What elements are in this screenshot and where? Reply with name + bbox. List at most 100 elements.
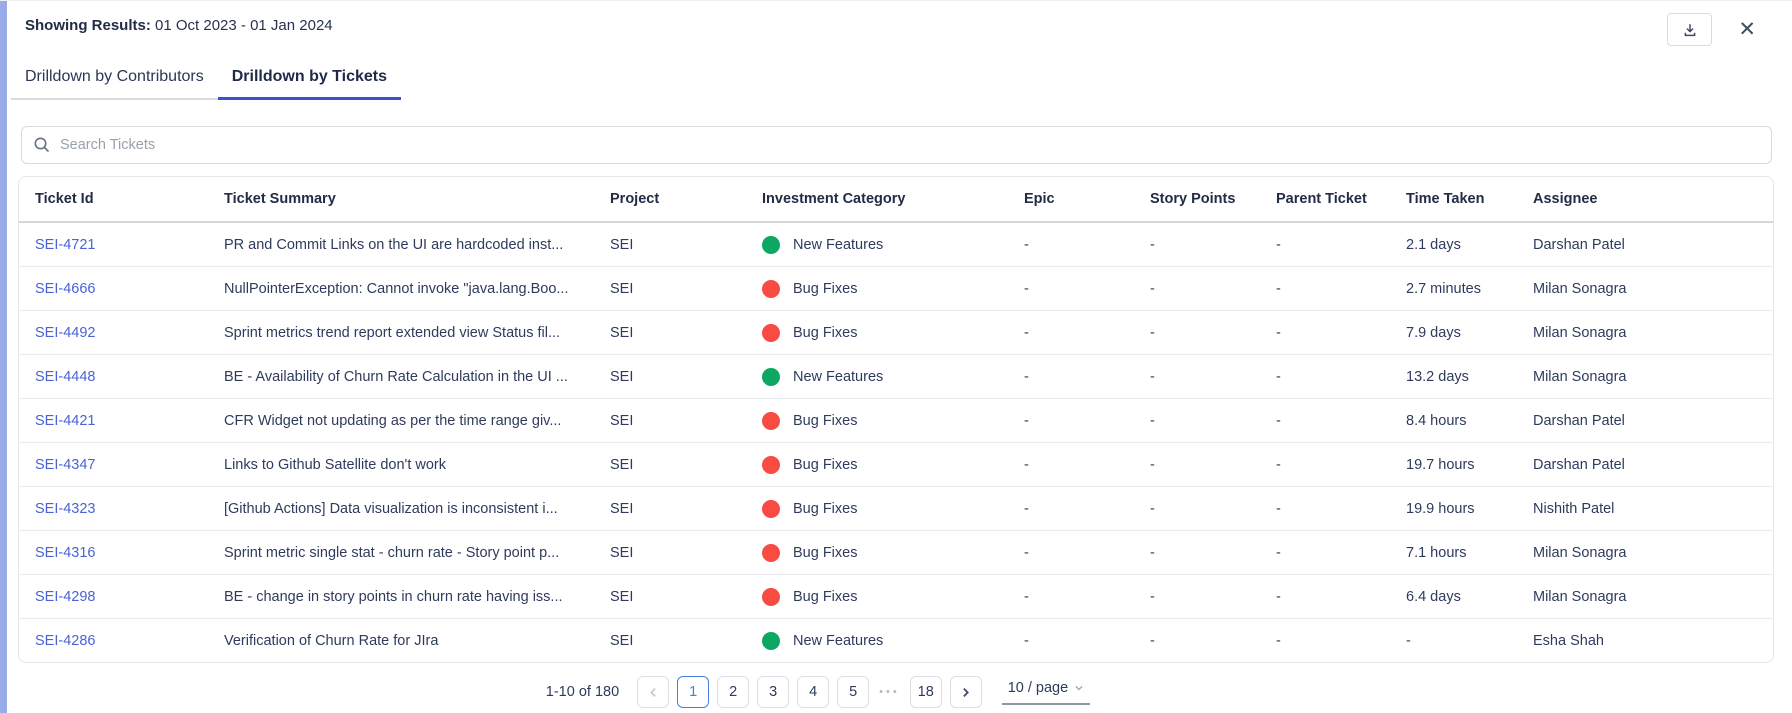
- ticket-id-link[interactable]: SEI-4286: [35, 632, 96, 649]
- ticket-summary-cell: PR and Commit Links on the UI are hardco…: [224, 222, 610, 267]
- table-row: SEI-4492 Sprint metrics trend report ext…: [19, 310, 1773, 355]
- time-taken-cell: 6.4 days: [1406, 574, 1533, 619]
- category-dot-icon: [762, 631, 780, 650]
- time-taken-cell: 2.1 days: [1406, 222, 1533, 267]
- tab-drilldown-by-contributors[interactable]: Drilldown by Contributors: [11, 68, 218, 100]
- showing-results-label: Showing Results:: [25, 17, 151, 34]
- epic-cell: -: [1024, 574, 1150, 619]
- page-size-select[interactable]: 10 / page: [1001, 679, 1091, 705]
- pagination: 1-10 of 180 1 2 3 4 5 ••• 18 10 / page: [0, 676, 1714, 708]
- table-row: SEI-4666 NullPointerException: Cannot in…: [19, 266, 1773, 311]
- ticket-summary-cell: CFR Widget not updating as per the time …: [224, 398, 610, 443]
- pagination-page-2[interactable]: 2: [717, 676, 750, 708]
- table-row: SEI-4298 BE - change in story points in …: [19, 574, 1773, 619]
- category-dot-icon: [762, 367, 780, 386]
- tickets-table-card: Ticket Id Ticket Summary Project Investment…: [18, 176, 1774, 663]
- project-cell: SEI: [610, 266, 762, 311]
- pagination-page-5[interactable]: 5: [837, 676, 870, 708]
- category-dot-icon: [762, 455, 780, 474]
- assignee-cell: Milan Sonagra: [1533, 354, 1773, 399]
- ticket-id-link[interactable]: SEI-4721: [35, 236, 96, 253]
- category-dot-icon: [762, 279, 780, 298]
- pagination-next-button[interactable]: [949, 676, 982, 708]
- parent-ticket-cell: -: [1276, 574, 1406, 619]
- drilldown-tabs: Drilldown by Contributors Drilldown by T…: [11, 68, 1792, 100]
- category-dot-icon: [762, 323, 780, 342]
- epic-cell: -: [1024, 310, 1150, 355]
- project-cell: SEI: [610, 398, 762, 443]
- modal-left-accent-strip: [0, 1, 7, 713]
- story-points-cell: -: [1150, 310, 1276, 355]
- parent-ticket-cell: -: [1276, 530, 1406, 575]
- assignee-cell: Esha Shah: [1533, 632, 1604, 649]
- project-cell: SEI: [610, 530, 762, 575]
- ticket-id-link[interactable]: SEI-4448: [35, 368, 96, 385]
- project-cell: SEI: [610, 222, 762, 267]
- category-dot-icon: [762, 499, 780, 518]
- ticket-id-link[interactable]: SEI-4316: [35, 544, 96, 561]
- pagination-page-18[interactable]: 18: [909, 676, 942, 708]
- project-cell: SEI: [610, 442, 762, 487]
- pagination-page-3[interactable]: 3: [757, 676, 790, 708]
- download-button[interactable]: [1667, 13, 1713, 46]
- assignee-cell: Milan Sonagra: [1533, 530, 1773, 575]
- pagination-page-1[interactable]: 1: [677, 676, 710, 708]
- chevron-right-icon: [960, 687, 971, 698]
- close-button[interactable]: ✕: [1734, 15, 1760, 44]
- category-dot-icon: [762, 235, 780, 254]
- column-header-investment-category: Investment Category: [762, 177, 1024, 223]
- story-points-cell: -: [1150, 442, 1276, 487]
- ticket-id-link[interactable]: SEI-4347: [35, 456, 96, 473]
- ticket-summary-cell: BE - change in story points in churn rat…: [224, 574, 610, 619]
- parent-ticket-cell: -: [1276, 310, 1406, 355]
- parent-ticket-cell: -: [1276, 632, 1281, 649]
- time-taken-cell: 19.9 hours: [1406, 486, 1533, 531]
- download-icon: [1682, 22, 1698, 38]
- project-cell: SEI: [610, 486, 762, 531]
- table-row: SEI-4721 PR and Commit Links on the UI a…: [19, 222, 1773, 267]
- ticket-id-link[interactable]: SEI-4666: [35, 280, 96, 297]
- caret-down-icon: [1074, 683, 1084, 693]
- page-size-value: 10 / page: [1007, 679, 1069, 696]
- date-range-value: 01 Oct 2023 - 01 Jan 2024: [155, 17, 333, 34]
- story-points-cell: -: [1150, 632, 1155, 649]
- tab-drilldown-by-tickets[interactable]: Drilldown by Tickets: [217, 68, 402, 100]
- column-header-project: Project: [610, 177, 762, 223]
- epic-cell: -: [1024, 632, 1029, 649]
- column-header-ticket-summary: Ticket Summary: [224, 177, 610, 223]
- ticket-id-link[interactable]: SEI-4298: [35, 588, 96, 605]
- table-row: SEI-4347 Links to Github Satellite don't…: [19, 442, 1773, 487]
- category-label: Bug Fixes: [793, 588, 858, 605]
- time-taken-cell: 7.9 days: [1406, 310, 1533, 355]
- category-label: Bug Fixes: [793, 280, 858, 297]
- assignee-cell: Nishith Patel: [1533, 486, 1773, 531]
- column-header-time-taken: Time Taken: [1406, 177, 1533, 223]
- ticket-summary-cell: BE - Availability of Churn Rate Calculat…: [224, 354, 610, 399]
- parent-ticket-cell: -: [1276, 266, 1406, 311]
- assignee-cell: Darshan Patel: [1533, 222, 1773, 267]
- pagination-page-4[interactable]: 4: [797, 676, 830, 708]
- ticket-id-link[interactable]: SEI-4492: [35, 324, 96, 341]
- search-icon: [33, 136, 51, 159]
- search-input[interactable]: [21, 126, 1772, 164]
- category-dot-icon: [762, 587, 780, 606]
- tickets-table: Ticket Id Ticket Summary Project Investment…: [19, 177, 1773, 662]
- ticket-id-link[interactable]: SEI-4421: [35, 412, 96, 429]
- story-points-cell: -: [1150, 486, 1276, 531]
- table-row: SEI-4286 Verification of Churn Rate for …: [19, 619, 1773, 663]
- ticket-summary-cell: Sprint metrics trend report extended vie…: [224, 310, 610, 355]
- ticket-summary-cell: Links to Github Satellite don't work: [224, 442, 610, 487]
- pagination-ellipsis[interactable]: •••: [879, 686, 900, 698]
- assignee-cell: Milan Sonagra: [1533, 574, 1773, 619]
- column-header-ticket-id: Ticket Id: [19, 177, 224, 223]
- epic-cell: -: [1024, 398, 1150, 443]
- ticket-id-link[interactable]: SEI-4323: [35, 500, 96, 517]
- story-points-cell: -: [1150, 398, 1276, 443]
- epic-cell: -: [1024, 222, 1150, 267]
- pagination-prev-button[interactable]: [637, 676, 670, 708]
- column-header-assignee: Assignee: [1533, 177, 1773, 223]
- time-taken-cell: 2.7 minutes: [1406, 266, 1533, 311]
- chevron-left-icon: [648, 687, 659, 698]
- table-header-row: Ticket Id Ticket Summary Project Investment…: [19, 177, 1773, 223]
- column-header-epic: Epic: [1024, 177, 1150, 223]
